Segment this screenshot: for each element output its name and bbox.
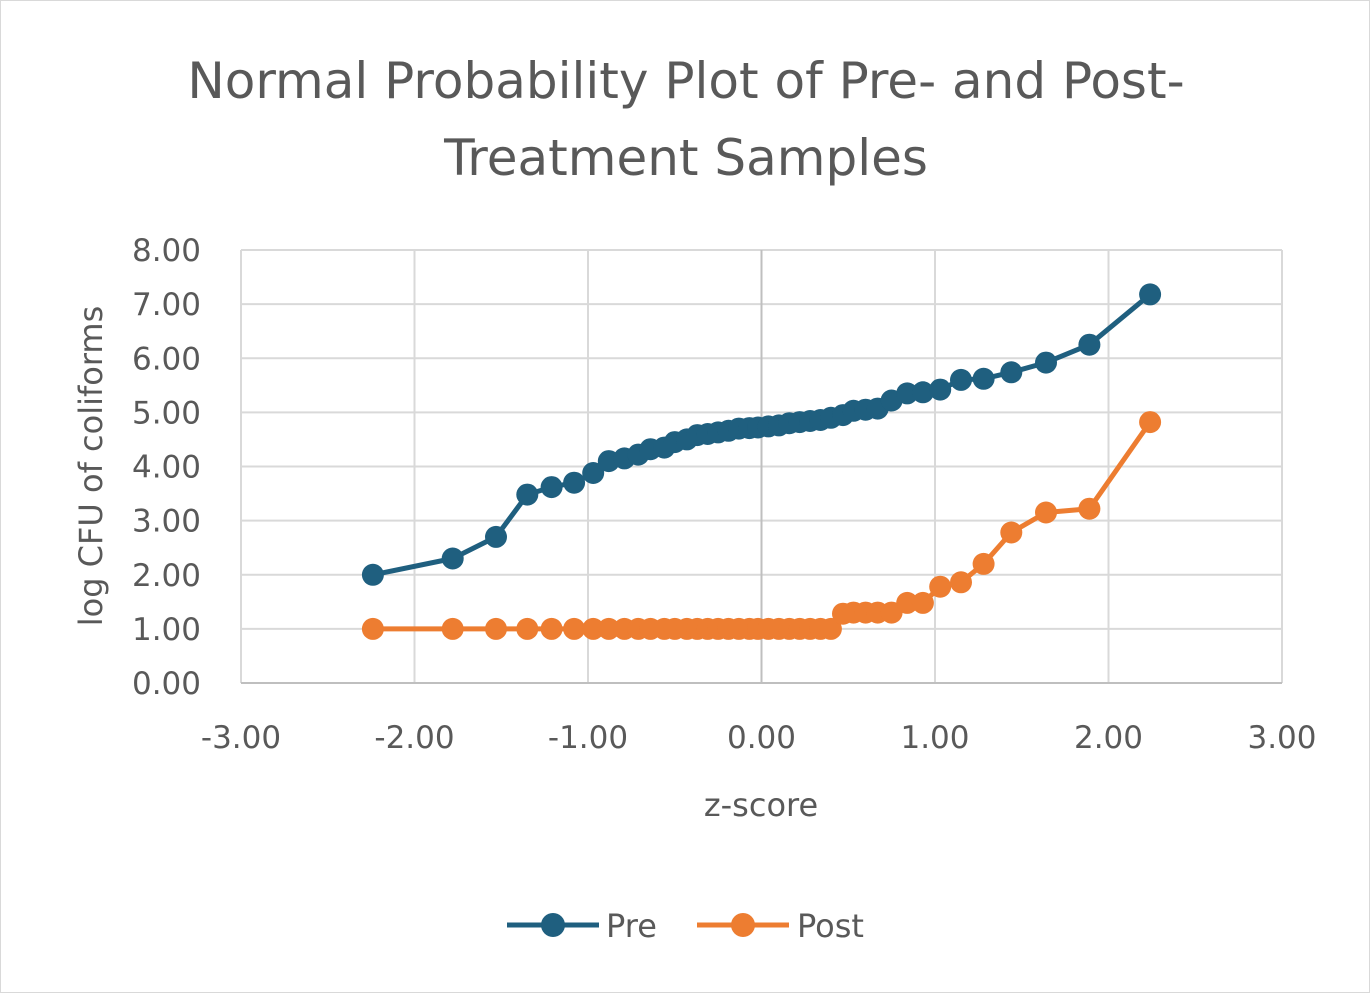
series-post-point (540, 617, 563, 640)
series-pre-point (929, 378, 952, 401)
legend-swatch-marker (541, 913, 565, 937)
series-post-point (896, 591, 919, 614)
series-pre (361, 283, 1162, 586)
chart-title-line-1: Normal Probability Plot of Pre- and Post… (187, 52, 1184, 110)
x-tick-labels: -3.00 -2.00 -1.00 0.00 1.00 2.00 3.00 (201, 720, 1317, 756)
series-post-point (563, 617, 586, 640)
legend-label: Pre (606, 907, 657, 945)
series-pre-point (896, 382, 919, 405)
legend: Pre Post (507, 907, 864, 945)
series-post-point (597, 617, 620, 640)
series-pre-point (361, 563, 384, 586)
legend-item-pre: Pre (507, 907, 657, 945)
y-tick-label: 4.00 (132, 450, 201, 486)
series-pre-point (540, 476, 563, 499)
series-pre-point (1035, 351, 1057, 374)
legend-label: Post (797, 907, 864, 945)
series-post-point (361, 617, 384, 640)
series-pre-point (563, 471, 586, 494)
y-tick-label: 1.00 (132, 612, 201, 648)
series-post-point (441, 617, 464, 640)
series-post-point (972, 552, 995, 575)
axes (241, 250, 1282, 684)
y-tick-label: 0.00 (132, 666, 201, 702)
series-post-point (929, 575, 952, 598)
series-pre-point (972, 367, 995, 390)
series-pre-point (516, 483, 539, 506)
y-tick-label: 8.00 (132, 233, 201, 269)
series-post-point (1078, 497, 1101, 520)
series-pre-point (485, 525, 507, 548)
x-tick-label: -1.00 (548, 720, 628, 756)
x-axis-title: z-score (704, 786, 818, 824)
series-pre-point (1000, 361, 1023, 384)
y-tick-label: 7.00 (132, 287, 201, 323)
series-pre-point (950, 368, 972, 391)
series-post-point (1035, 501, 1057, 524)
series-post-point (819, 617, 842, 640)
y-tick-labels: 0.00 1.00 2.00 3.00 4.00 5.00 6.00 7.00 8.00 (132, 233, 201, 702)
legend-item-post: Post (697, 907, 864, 945)
series-pre-point (1078, 333, 1101, 356)
x-tick-label: -3.00 (201, 720, 281, 756)
series-post-point (582, 617, 605, 640)
series-post-point (516, 617, 539, 640)
chart-title: Normal Probability Plot of Pre- and Post… (187, 52, 1184, 187)
series-post-point (1139, 411, 1162, 434)
x-tick-label: 0.00 (727, 720, 796, 756)
series-pre-point (911, 381, 934, 404)
series-post-point (950, 571, 972, 594)
x-tick-label: 1.00 (900, 720, 969, 756)
series-post (361, 411, 1162, 640)
y-axis-title: log CFU of coliforms (72, 306, 110, 627)
y-tick-label: 5.00 (132, 395, 201, 431)
y-tick-label: 6.00 (132, 341, 201, 377)
x-tick-label: 3.00 (1247, 720, 1316, 756)
series-pre-point (1139, 283, 1162, 306)
series-post-point (1000, 521, 1023, 544)
series-post-point (911, 591, 934, 614)
chart-title-line-2: Treatment Samples (443, 129, 928, 187)
legend-swatch-marker (731, 913, 755, 937)
series-pre-point (441, 547, 464, 570)
x-tick-label: 2.00 (1074, 720, 1143, 756)
y-tick-label: 2.00 (132, 558, 201, 594)
series-pre-point (582, 462, 605, 484)
y-tick-label: 3.00 (132, 504, 201, 540)
series-layer (361, 283, 1162, 640)
series-post-point (485, 617, 507, 640)
x-tick-label: -2.00 (374, 720, 454, 756)
